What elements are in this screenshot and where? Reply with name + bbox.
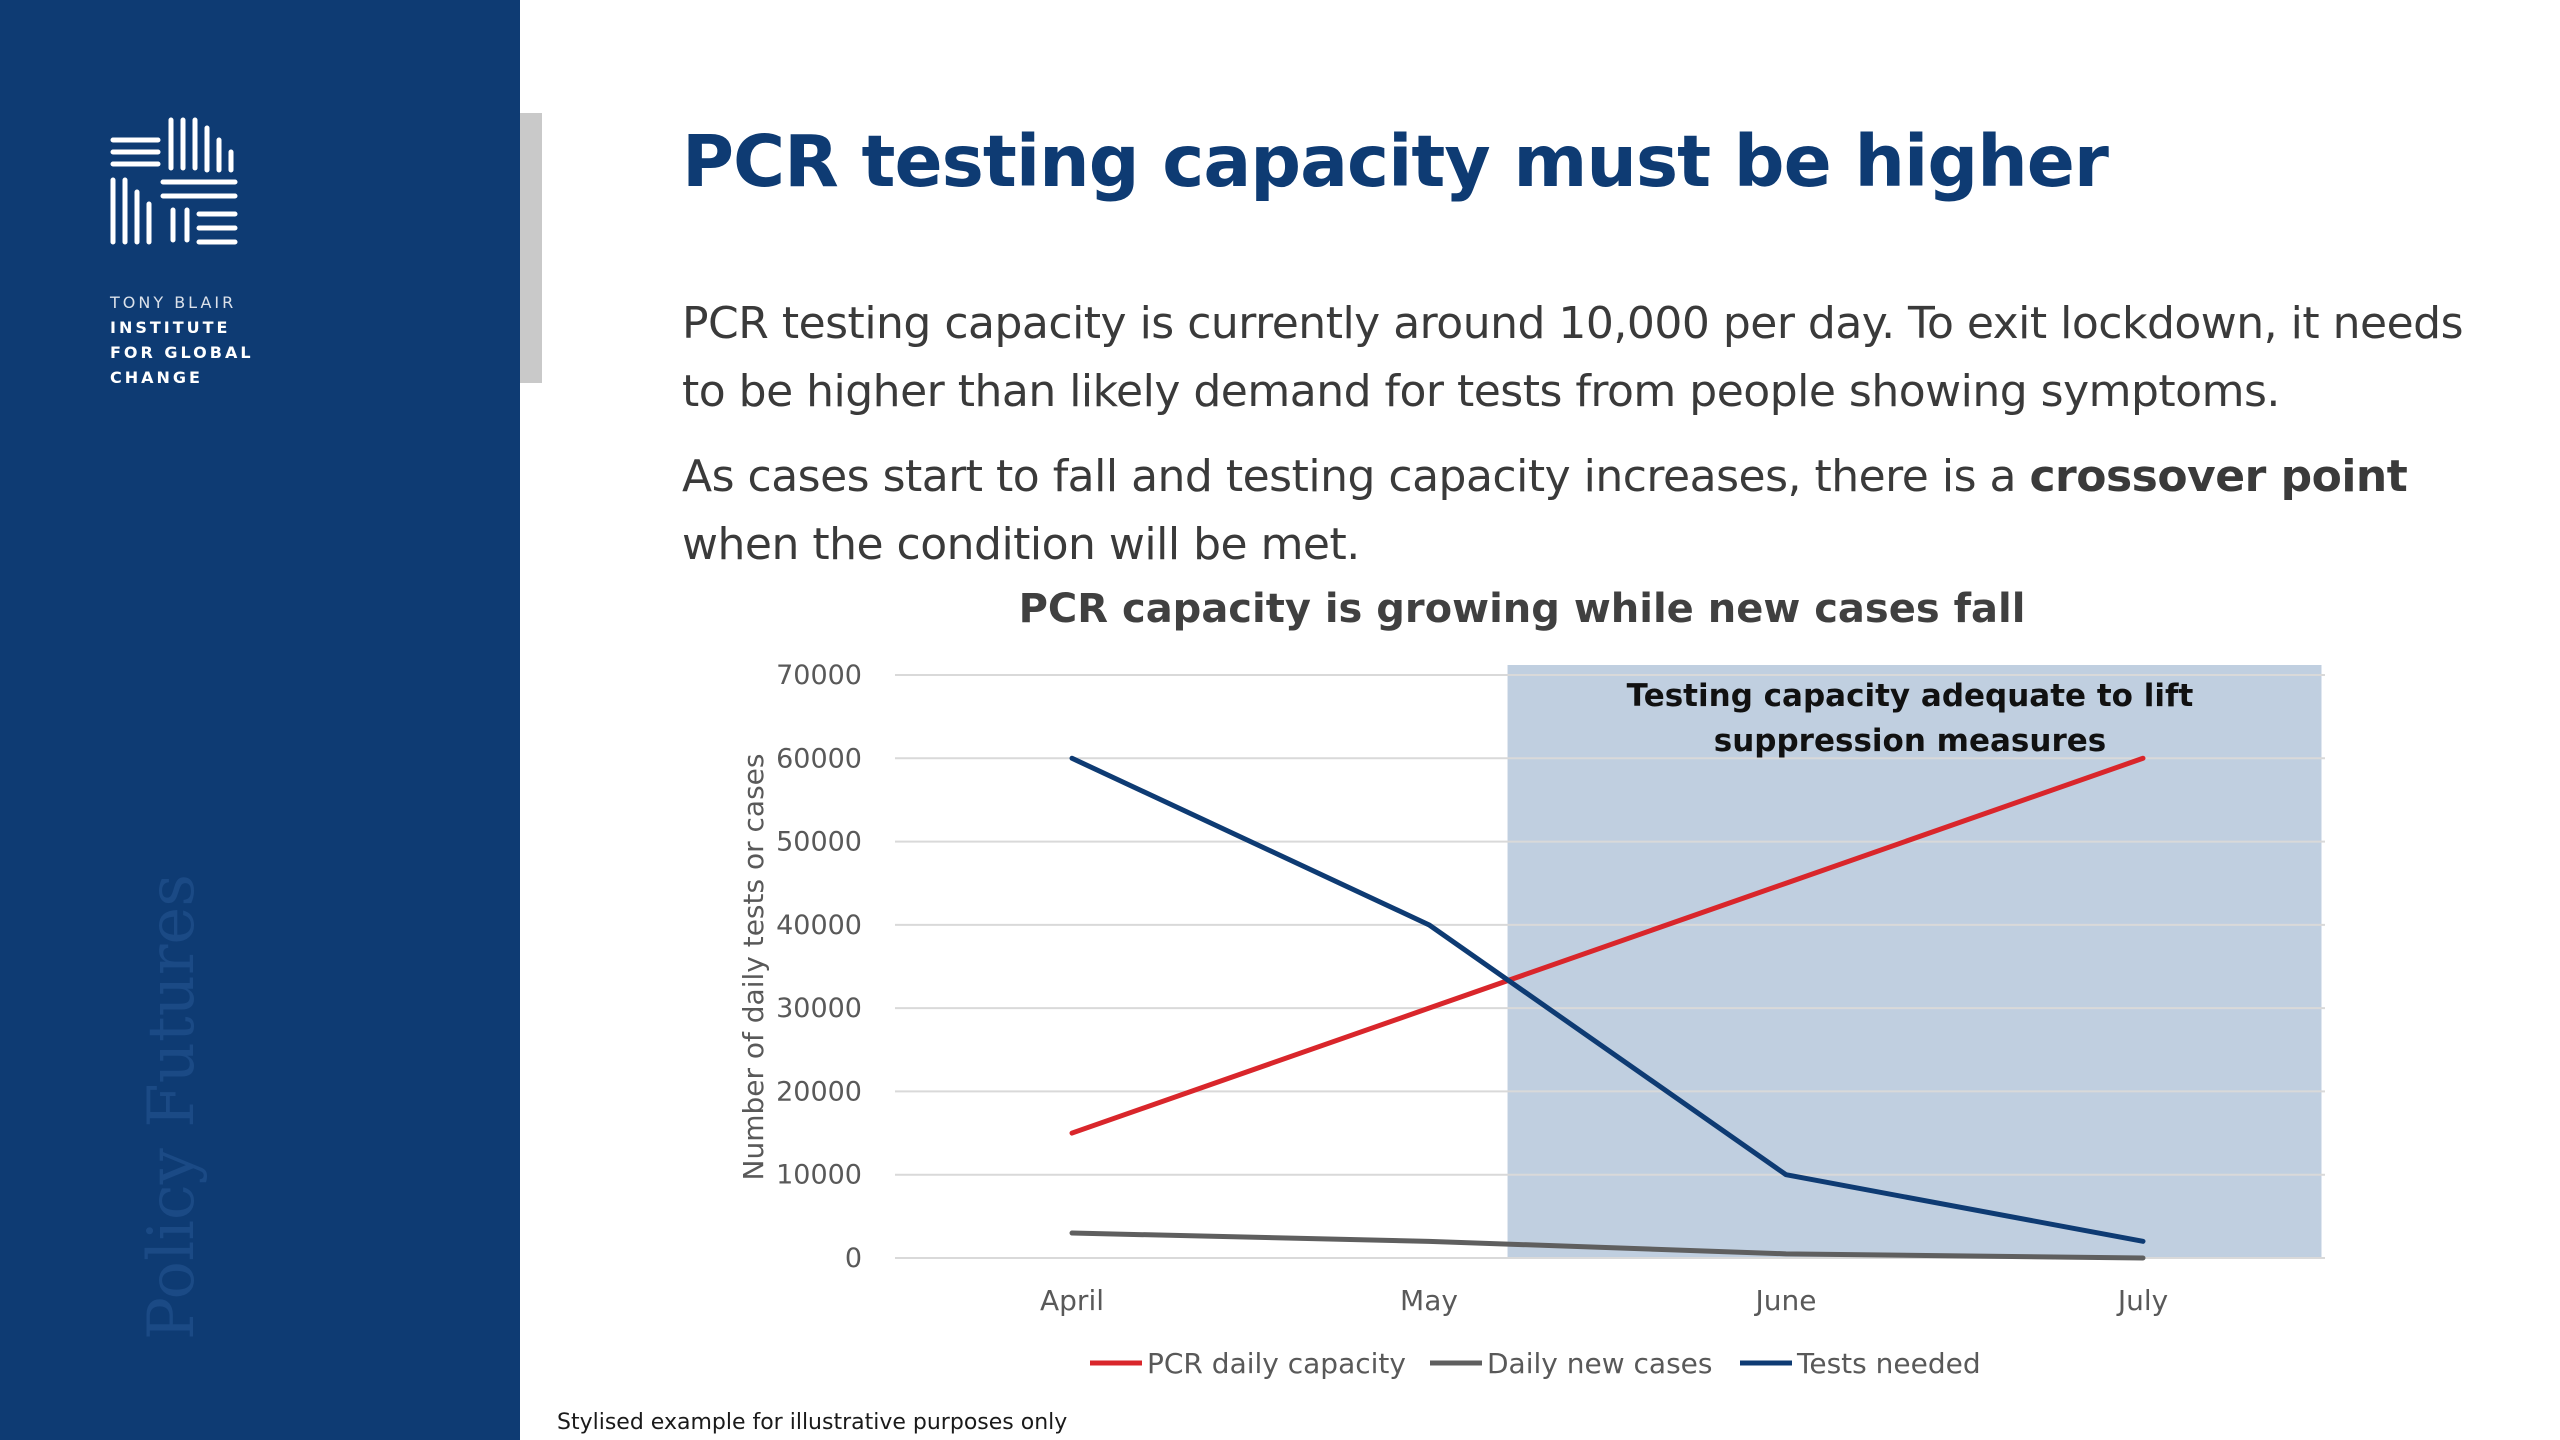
y-tick-label: 50000 (776, 827, 862, 858)
x-tick-label: April (1040, 1284, 1104, 1317)
series-line (1069, 755, 2146, 1136)
x-tick-label: July (2116, 1284, 2168, 1317)
institute-logo-icon (110, 117, 238, 245)
footnote: Stylised example for illustrative purpos… (557, 1410, 1068, 1435)
x-tick-label: May (1400, 1284, 1458, 1317)
legend-label: PCR daily capacity (1147, 1347, 1406, 1380)
shaded-region-label: Testing capacity adequate to lift (1627, 678, 2194, 714)
org-line: TONY BLAIR (110, 293, 237, 312)
crossover-point-emphasis: crossover point (2029, 451, 2408, 502)
y-tick-label: 70000 (776, 660, 862, 691)
paragraph-text: As cases start to fall and testing capac… (682, 451, 2030, 502)
slide-accent-bar (520, 113, 542, 383)
org-line: INSTITUTE (110, 318, 231, 337)
y-tick-label: 60000 (776, 743, 862, 774)
shaded-region (1507, 665, 2322, 1258)
page-title: PCR testing capacity must be higher (682, 120, 2109, 203)
x-tick-label: June (1754, 1284, 1817, 1317)
y-axis-label: Number of daily tests or cases (737, 754, 770, 1181)
y-tick-label: 0 (845, 1243, 862, 1274)
org-line: CHANGE (110, 368, 203, 387)
crossover-paragraph: As cases start to fall and testing capac… (682, 443, 2482, 579)
series-line (1069, 755, 2146, 1244)
org-line: FOR GLOBAL (110, 343, 254, 362)
legend-label: Tests needed (1796, 1347, 1981, 1380)
shaded-region-label: suppression measures (1714, 723, 2106, 759)
paragraph-text: when the condition will be met. (682, 519, 1360, 570)
y-tick-label: 40000 (776, 910, 862, 941)
sidebar: TONY BLAIR INSTITUTE FOR GLOBAL CHANGE P… (0, 0, 520, 1440)
series-line (1069, 1230, 2146, 1261)
chart-title: PCR capacity is growing while new cases … (1019, 586, 2026, 632)
legend-label: Daily new cases (1487, 1347, 1712, 1380)
y-tick-label: 20000 (776, 1076, 862, 1107)
y-tick-label: 30000 (776, 993, 862, 1024)
org-name: TONY BLAIR INSTITUTE FOR GLOBAL CHANGE (110, 290, 254, 390)
intro-paragraph: PCR testing capacity is currently around… (682, 298, 2464, 417)
y-tick-label: 10000 (776, 1160, 862, 1191)
